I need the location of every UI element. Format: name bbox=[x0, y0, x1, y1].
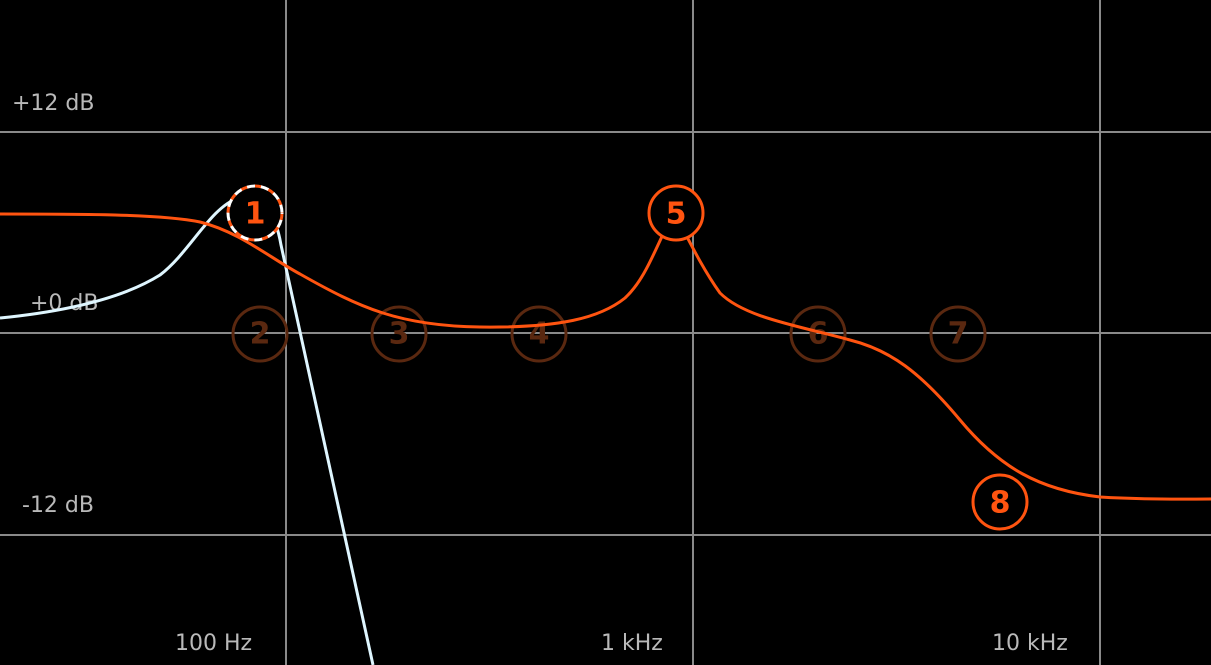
band-node-8-label: 8 bbox=[990, 486, 1011, 521]
band-node-1-ring-selected bbox=[226, 184, 284, 242]
band-node-7[interactable]: 7 bbox=[929, 305, 987, 363]
freq-label-1khz: 1 kHz bbox=[601, 631, 663, 656]
band-node-4-ring bbox=[510, 305, 568, 363]
gain-label-minus12: -12 dB bbox=[22, 493, 94, 518]
band-node-2-ring bbox=[231, 305, 289, 363]
band-node-5[interactable]: 5 bbox=[647, 184, 705, 242]
band-node-1[interactable]: 1 bbox=[226, 184, 284, 242]
band-node-8-fill bbox=[973, 475, 1027, 529]
band-node-4-label: 4 bbox=[529, 317, 550, 352]
band-node-5-label: 5 bbox=[666, 197, 687, 232]
band-node-1-fill bbox=[228, 186, 282, 240]
band-node-7-label: 7 bbox=[948, 317, 969, 352]
band-node-6-label: 6 bbox=[808, 317, 829, 352]
band-node-1-label: 1 bbox=[245, 197, 266, 232]
gain-label-plus12: +12 dB bbox=[12, 91, 94, 116]
band-node-5-fill bbox=[649, 186, 703, 240]
band-node-3-label: 3 bbox=[389, 317, 410, 352]
band-node-3-ring bbox=[370, 305, 428, 363]
band-node-3[interactable]: 3 bbox=[370, 305, 428, 363]
band-node-7-ring bbox=[929, 305, 987, 363]
eq-response-curve bbox=[0, 211, 1211, 501]
band-node-6-ring bbox=[789, 305, 847, 363]
freq-label-100hz: 100 Hz bbox=[175, 631, 252, 656]
band-node-2-label: 2 bbox=[250, 317, 271, 352]
band-node-8[interactable]: 8 bbox=[971, 473, 1029, 531]
freq-label-10khz: 10 kHz bbox=[992, 631, 1068, 656]
selected-band-response-curve bbox=[0, 195, 375, 665]
band-node-2[interactable]: 2 bbox=[231, 305, 289, 363]
band-node-8-ring bbox=[971, 473, 1029, 531]
band-node-5-ring bbox=[647, 184, 705, 242]
band-node-6[interactable]: 6 bbox=[789, 305, 847, 363]
